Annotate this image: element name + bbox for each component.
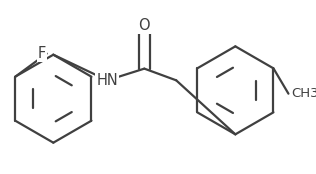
Text: F: F	[38, 46, 46, 61]
Text: O: O	[138, 18, 150, 33]
Text: HN: HN	[96, 73, 118, 88]
Text: CH3: CH3	[291, 87, 316, 100]
